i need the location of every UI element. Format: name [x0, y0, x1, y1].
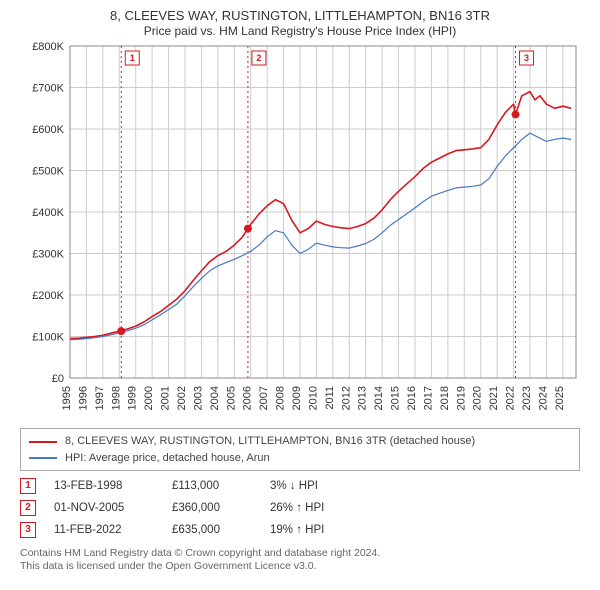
xtick-label: 2011: [324, 386, 336, 410]
transaction-badge: 3: [20, 522, 36, 538]
xtick-label: 2021: [488, 386, 500, 410]
xtick-label: 2016: [406, 386, 418, 410]
transaction-price: £360,000: [172, 502, 252, 514]
xtick-label: 2024: [537, 386, 549, 410]
xtick-label: 1999: [127, 386, 139, 410]
xtick-label: 2017: [422, 386, 434, 410]
legend-swatch: [29, 441, 57, 443]
xtick-label: 2012: [340, 386, 352, 410]
ytick-label: £500K: [32, 166, 64, 178]
marker-dot: [244, 225, 252, 233]
transaction-row: 3 11-FEB-2022 £635,000 19% ↑ HPI: [20, 519, 580, 541]
page: 8, CLEEVES WAY, RUSTINGTON, LITTLEHAMPTO…: [0, 0, 600, 590]
xtick-label: 2019: [455, 386, 467, 410]
transactions-table: 1 13-FEB-1998 £113,000 3% ↓ HPI 2 01-NOV-2005…: [20, 475, 580, 541]
transaction-date: 01-NOV-2005: [54, 502, 154, 514]
xtick-label: 2002: [176, 386, 188, 410]
xtick-label: 2013: [357, 386, 369, 410]
xtick-label: 1995: [61, 386, 73, 410]
xtick-label: 2005: [225, 386, 237, 410]
xtick-label: 2009: [291, 386, 303, 410]
ytick-label: £700K: [32, 83, 64, 95]
ytick-label: £300K: [32, 249, 64, 261]
xtick-label: 2006: [242, 386, 254, 410]
xtick-label: 2007: [258, 386, 270, 410]
xtick-label: 2008: [275, 386, 287, 410]
marker-dot: [512, 111, 520, 119]
xtick-label: 2022: [505, 386, 517, 410]
xtick-label: 1998: [110, 386, 122, 410]
ytick-label: £0: [52, 373, 64, 385]
footnote-line-2: This data is licensed under the Open Gov…: [20, 560, 580, 573]
marker-badge-num: 2: [256, 53, 261, 63]
xtick-label: 2004: [209, 386, 221, 410]
xtick-label: 2001: [160, 386, 172, 410]
xtick-label: 2020: [472, 386, 484, 410]
xtick-label: 2015: [390, 386, 402, 410]
transaction-date: 13-FEB-1998: [54, 480, 154, 492]
chart-svg: £0 £100K £200K £300K £400K £500K £600K £700K £80…: [20, 42, 580, 422]
page-subtitle: Price paid vs. HM Land Registry's House …: [10, 24, 590, 38]
transaction-diff: 26% ↑ HPI: [270, 502, 360, 514]
xtick-label: 2023: [521, 386, 533, 410]
transaction-row: 2 01-NOV-2005 £360,000 26% ↑ HPI: [20, 497, 580, 519]
transaction-price: £635,000: [172, 524, 252, 536]
legend-label: 8, CLEEVES WAY, RUSTINGTON, LITTLEHAMPTO…: [65, 433, 475, 450]
transaction-badge: 1: [20, 478, 36, 494]
marker-badge-num: 3: [524, 53, 529, 63]
transaction-diff: 19% ↑ HPI: [270, 524, 360, 536]
legend: 8, CLEEVES WAY, RUSTINGTON, LITTLEHAMPTO…: [20, 428, 580, 471]
ytick-label: £800K: [32, 42, 64, 53]
xtick-label: 2025: [554, 386, 566, 410]
xtick-label: 2014: [373, 386, 385, 410]
xtick-label: 1997: [94, 386, 106, 410]
footnote: Contains HM Land Registry data © Crown c…: [20, 547, 580, 573]
legend-swatch: [29, 457, 57, 459]
marker-dot: [117, 327, 125, 335]
footnote-line-1: Contains HM Land Registry data © Crown c…: [20, 547, 580, 560]
xtick-label: 2018: [439, 386, 451, 410]
xtick-label: 2010: [307, 386, 319, 410]
ytick-label: £100K: [32, 332, 64, 344]
xtick-label: 2000: [143, 386, 155, 410]
ytick-label: £400K: [32, 207, 64, 219]
legend-item: HPI: Average price, detached house, Arun: [29, 450, 571, 467]
transaction-badge: 2: [20, 500, 36, 516]
transaction-diff: 3% ↓ HPI: [270, 480, 360, 492]
ytick-label: £600K: [32, 124, 64, 136]
price-chart: £0 £100K £200K £300K £400K £500K £600K £700K £80…: [20, 42, 580, 422]
legend-item: 8, CLEEVES WAY, RUSTINGTON, LITTLEHAMPTO…: [29, 433, 571, 450]
transaction-date: 11-FEB-2022: [54, 524, 154, 536]
transaction-price: £113,000: [172, 480, 252, 492]
xtick-label: 2003: [192, 386, 204, 410]
page-title: 8, CLEEVES WAY, RUSTINGTON, LITTLEHAMPTO…: [10, 8, 590, 24]
xtick-label: 1996: [77, 386, 89, 410]
legend-label: HPI: Average price, detached house, Arun: [65, 450, 270, 467]
ytick-label: £200K: [32, 290, 64, 302]
transaction-row: 1 13-FEB-1998 £113,000 3% ↓ HPI: [20, 475, 580, 497]
marker-badge-num: 1: [130, 53, 135, 63]
